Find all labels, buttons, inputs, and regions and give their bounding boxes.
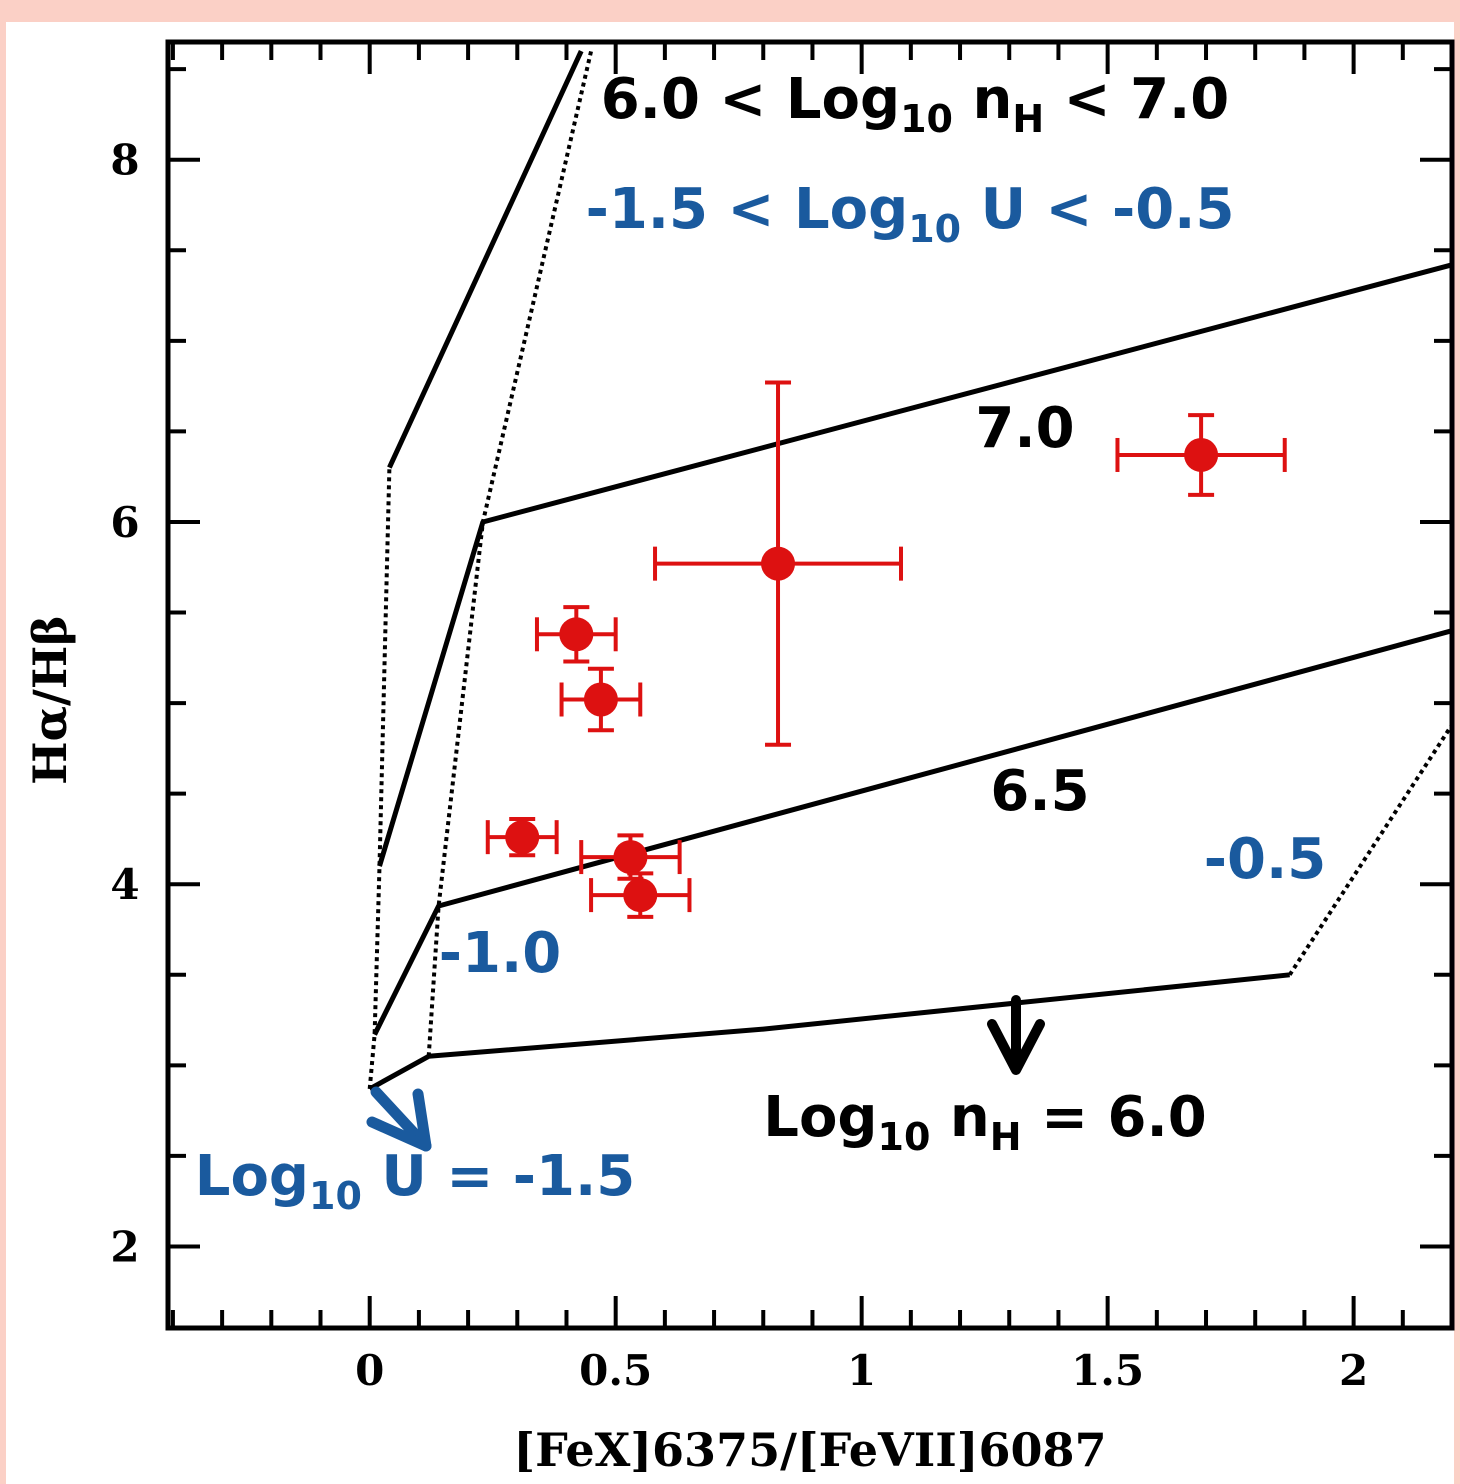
x-tick-labels: 0 0.5 1 1.5 2: [355, 1346, 1368, 1395]
data-points: [485, 380, 1287, 919]
figure-panel: [6, 22, 1454, 1484]
ionization-min-label: Log10 U = -1.5: [195, 1144, 635, 1218]
data-point: [579, 833, 682, 881]
ionization-curve: [1288, 723, 1454, 976]
data-marker: [613, 840, 648, 875]
x-tick-label: 1: [847, 1346, 876, 1395]
ionization-range-label: -1.5 < Log10 U < -0.5: [586, 177, 1235, 251]
x-axis-label: [FeX]6375/[FeVII]6087: [513, 1423, 1106, 1477]
data-point: [653, 380, 904, 747]
ionization-minus-1-0-label: -1.0: [439, 921, 561, 986]
density-6-5-label: 6.5: [990, 759, 1089, 824]
data-point: [559, 666, 643, 733]
x-tick-label: 0.5: [579, 1346, 652, 1395]
x-tick-label: 2: [1339, 1346, 1368, 1395]
y-tick-label: 6: [110, 498, 139, 547]
density-arrow-head: [987, 1019, 1045, 1075]
data-marker: [1184, 437, 1219, 472]
data-marker: [583, 682, 618, 717]
x-tick-label: 1.5: [1071, 1346, 1144, 1395]
density-7-label: 7.0: [975, 396, 1074, 461]
data-marker: [623, 878, 658, 913]
density-curve: [372, 628, 1453, 1036]
density-curve: [387, 50, 584, 469]
ionization-arrow-head: [366, 1088, 432, 1152]
axis-ticks: [168, 42, 1454, 1328]
ionization-curve: [426, 50, 594, 1057]
ionization-minus-0-5-label: -0.5: [1204, 827, 1326, 892]
density-range-label: 6.0 < Log10 nH < 7.0: [601, 67, 1230, 141]
data-point: [534, 605, 618, 664]
plot-frame: [165, 39, 1455, 1331]
data-point: [485, 817, 559, 858]
x-tick-label: 0: [355, 1346, 384, 1395]
data-marker: [559, 617, 594, 652]
data-marker: [761, 546, 796, 581]
density-curve: [368, 972, 1290, 1092]
y-axis-label: Hα/Hβ: [23, 615, 77, 785]
y-tick-label: 8: [110, 136, 139, 185]
annotation-arrows: [366, 995, 1045, 1152]
data-point: [1115, 413, 1287, 497]
data-point: [589, 871, 692, 919]
ionization-curve: [367, 467, 392, 1090]
model-curves: [367, 50, 1454, 1092]
density-curve: [377, 262, 1453, 867]
y-tick-label: 2: [110, 1222, 139, 1271]
y-tick-labels: 2 4 6 8: [110, 136, 139, 1272]
density-6-0-label: Log10 nH = 6.0: [763, 1085, 1206, 1159]
data-marker: [505, 820, 540, 855]
y-tick-label: 4: [110, 860, 139, 909]
